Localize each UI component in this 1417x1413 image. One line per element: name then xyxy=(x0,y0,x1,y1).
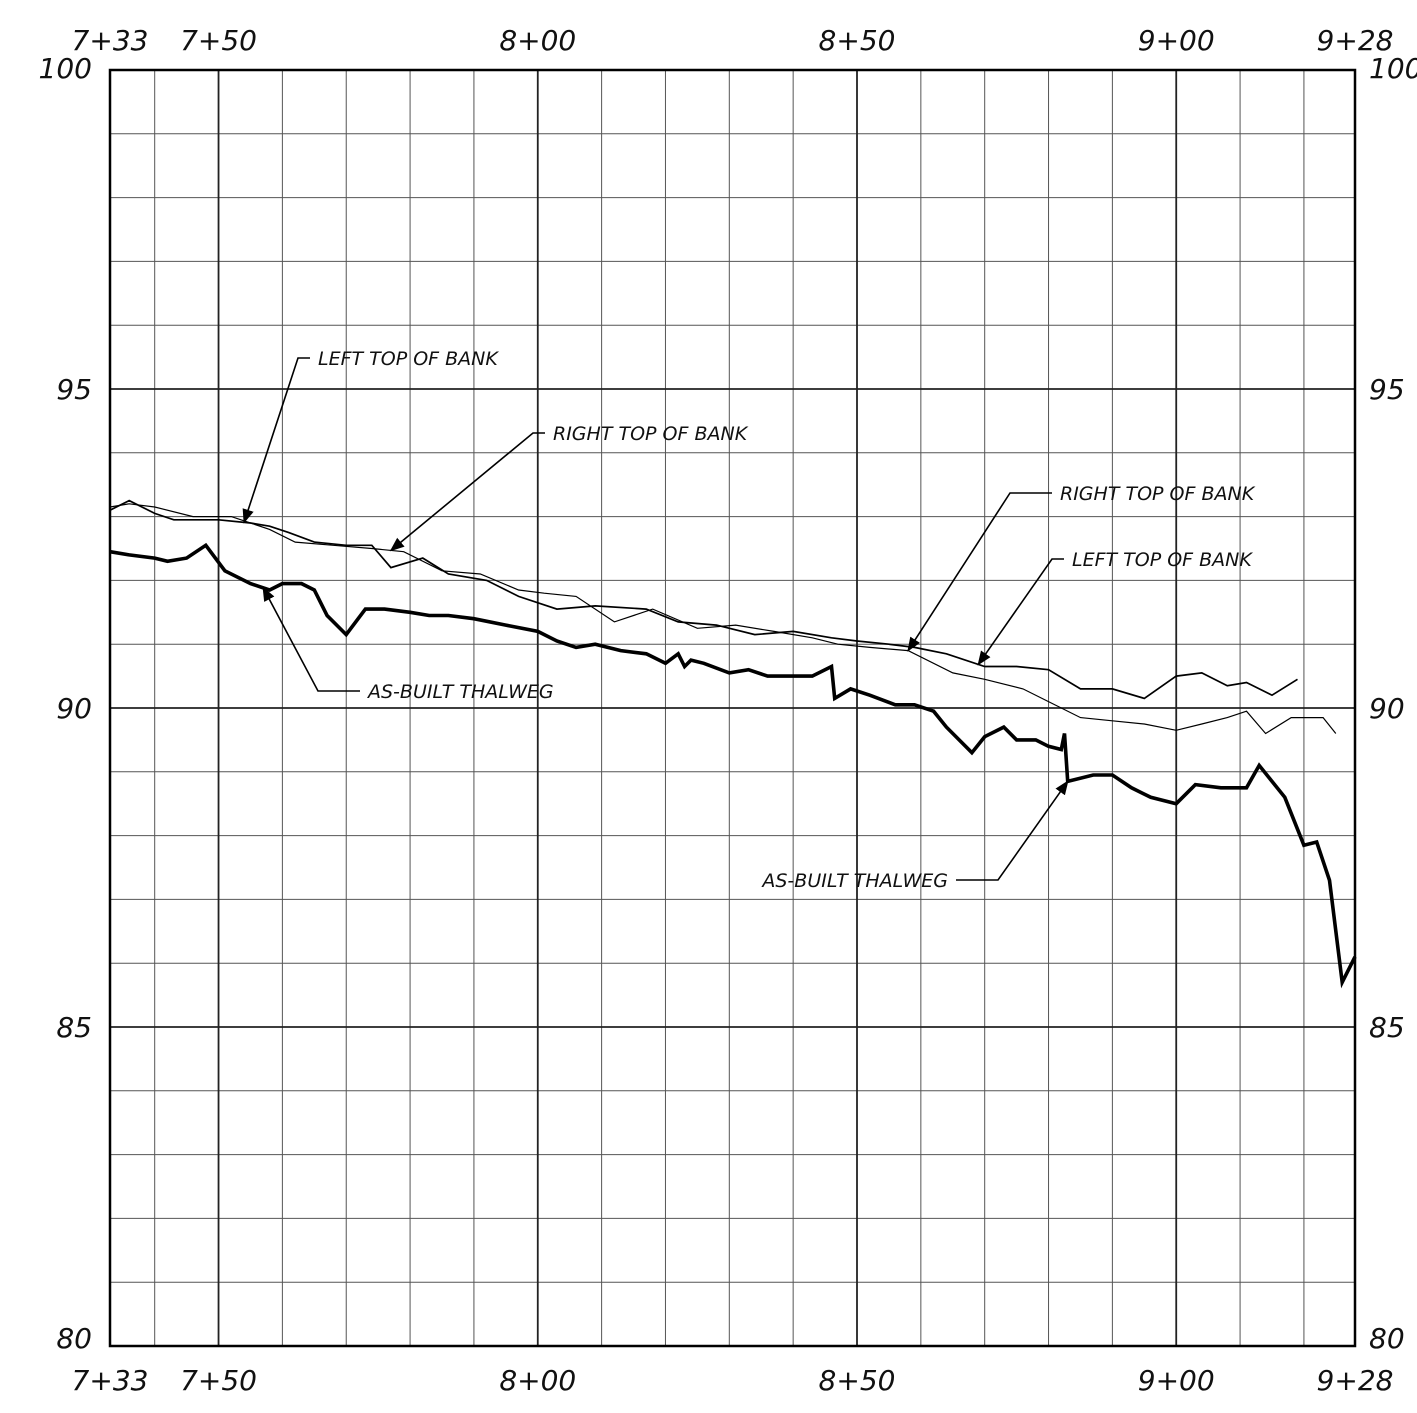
annotation-label: AS-BUILT THALWEG xyxy=(366,681,554,703)
x-tick-label-top: 8+00 xyxy=(499,24,576,57)
major-grid xyxy=(110,70,1355,1346)
annotations: LEFT TOP OF BANK RIGHT TOP OF BANK AS-BUIL… xyxy=(242,348,1256,892)
plot-frame-border xyxy=(108,68,1357,1348)
series-line-as-built-thalweg xyxy=(109,542,1357,989)
y-tick-label-right: 80 xyxy=(1369,1322,1405,1355)
x-tick-label-bottom: 7+50 xyxy=(180,1364,257,1397)
y-tick-label-right: 90 xyxy=(1369,692,1405,725)
annotation-leader xyxy=(262,586,360,692)
y-tick-label-left: 95 xyxy=(56,373,92,406)
annotation-label: AS-BUILT THALWEG xyxy=(760,870,948,892)
x-tick-label-top: 7+50 xyxy=(180,24,257,57)
plot-frame xyxy=(108,68,1357,1348)
x-tick-label-bottom: 8+50 xyxy=(819,1364,896,1397)
y-tick-label-left: 100 xyxy=(39,52,92,85)
x-tick-label-bottom: 7+33 xyxy=(72,1364,149,1397)
x-tick-label-bottom: 9+28 xyxy=(1317,1364,1394,1397)
series-line-right-top-of-bank xyxy=(109,503,1337,735)
annotation-leader xyxy=(977,558,1064,666)
annotation-label: RIGHT TOP OF BANK xyxy=(553,423,749,445)
x-tick-label-top: 7+33 xyxy=(72,24,149,57)
x-tick-label-bottom: 9+00 xyxy=(1138,1364,1215,1397)
x-tick-label-top: 8+50 xyxy=(819,24,896,57)
y-tick-label-right: 100 xyxy=(1369,52,1417,85)
tick-labels: 7+33 7+33 7+50 7+50 8+00 8+00 8+50 8+50 9+00 9+00… xyxy=(39,24,1417,1397)
series-line-left-top-of-bank xyxy=(109,499,1298,700)
y-tick-label-left: 90 xyxy=(56,692,92,725)
y-tick-label-right: 85 xyxy=(1369,1011,1405,1044)
y-tick-label-left: 80 xyxy=(56,1322,92,1355)
annotation-label: RIGHT TOP OF BANK xyxy=(1060,483,1256,505)
annotation-leader xyxy=(956,780,1069,881)
annotation-leader xyxy=(242,357,310,524)
x-tick-label-bottom: 8+00 xyxy=(499,1364,576,1397)
series-layer xyxy=(109,499,1357,989)
annotation-label: LEFT TOP OF BANK xyxy=(318,348,499,370)
annotation-leader xyxy=(907,492,1052,652)
annotation-leader xyxy=(389,432,545,552)
x-tick-label-top: 9+28 xyxy=(1317,24,1394,57)
x-tick-label-top: 9+00 xyxy=(1138,24,1215,57)
annotation-label: LEFT TOP OF BANK xyxy=(1072,549,1253,571)
y-tick-label-left: 85 xyxy=(56,1011,92,1044)
y-tick-label-right: 95 xyxy=(1369,373,1405,406)
